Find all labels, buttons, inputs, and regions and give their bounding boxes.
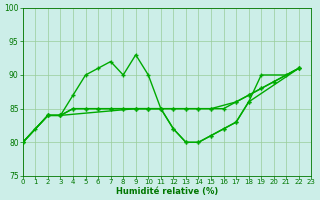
X-axis label: Humidité relative (%): Humidité relative (%) xyxy=(116,187,218,196)
